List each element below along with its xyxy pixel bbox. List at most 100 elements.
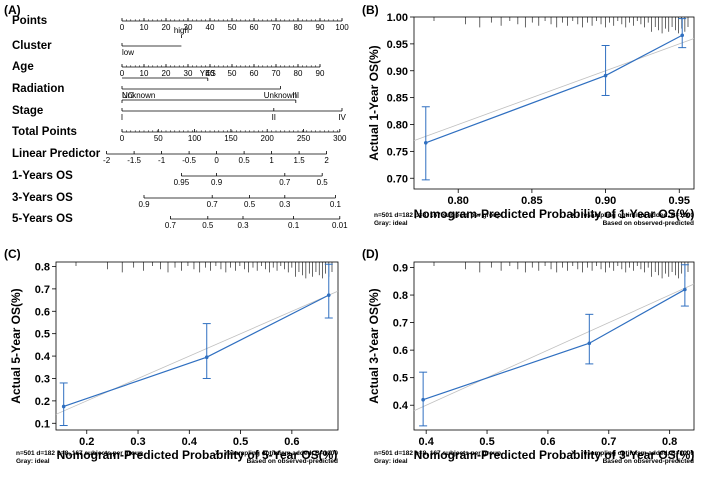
y-tick-label: 0.5 [35, 329, 50, 341]
x-tick-label: 0.85 [521, 195, 542, 207]
nomogram-tick-label-1-years-os: 0.7 [279, 178, 291, 187]
nomogram-label-radiation: Radiation [12, 83, 64, 95]
nomogram-tick-label-linear-predictor: -1 [158, 156, 166, 165]
nomogram-tick-label-age: 70 [272, 69, 281, 78]
y-axis-title: Actual 5-Year OS(%) [9, 288, 23, 403]
y-tick-label: 0.4 [35, 351, 51, 363]
data-point [204, 355, 209, 360]
note-sample-info: n=501 d=182 p=8, 167 subjects per group [374, 450, 501, 457]
nomogram-tick-label-points: 10 [140, 23, 149, 32]
y-tick-label: 0.75 [387, 146, 408, 158]
nomogram-label-3-years-os: 3-Years OS [12, 192, 73, 204]
nomogram-label-stage: Stage [12, 105, 43, 117]
note-sample-info: n=501 d=182 p=8, 167 subjects per group [16, 450, 143, 457]
y-axis-title: Actual 3-Year OS(%) [367, 288, 381, 403]
y-tick-label: 0.80 [387, 120, 408, 132]
x-tick-label: 0.3 [130, 436, 145, 448]
x-tick-label: 0.90 [595, 195, 616, 207]
x-axis-title: Nomogram-Predicted Probability of 1-Year… [414, 207, 695, 221]
nomogram-tick-label-linear-predictor: 1 [269, 156, 274, 165]
nomogram-tick-label-total-points: 0 [120, 134, 125, 143]
calibration-plot-5-year: 0.2 0.3 0.4 0.5 0.6 0.1 0.2 0.3 0.4 0.5 0.6 0.7 0.8 N… [9, 261, 339, 465]
calibration-plot-1-year: 0.80 0.85 0.90 0.95 0.70 0.75 0.80 0.85 0.90 0.95… [367, 12, 695, 227]
y-tick-label: 0.95 [387, 39, 408, 51]
nomogram-tick-label-linear-predictor: -1.5 [127, 156, 141, 165]
y-tick-label: 0.70 [387, 173, 408, 185]
data-point [683, 287, 687, 292]
nomogram-tick-label-total-points: 50 [154, 134, 163, 143]
nomogram-tick-label-points: 40 [206, 23, 215, 32]
nomogram-tick-label-cluster: low [122, 48, 134, 57]
y-axis-title: Actual 1-Year OS(%) [367, 45, 381, 160]
nomogram-tick-label-1-years-os: 0.5 [317, 178, 329, 187]
y-tick-label: 0.5 [393, 373, 408, 385]
plot-frame [413, 261, 695, 431]
nomogram-tick-label-stage: III [292, 91, 299, 100]
nomogram-label-age: Age [12, 61, 34, 73]
nomogram-tick-label-3-years-os: 0.7 [207, 200, 219, 209]
calibration-plot-3-year: 0.4 0.5 0.6 0.7 0.8 0.4 0.5 0.6 0.7 0.8 0.9 Nomogra… [367, 261, 695, 465]
y-tick-label: 0.9 [393, 263, 408, 275]
data-point [587, 341, 592, 346]
y-tick-label: 0.1 [35, 418, 50, 430]
y-tick-label: 0.85 [387, 93, 408, 105]
nomogram-tick-label-total-points: 200 [261, 134, 275, 143]
x-tick-label: 0.4 [419, 436, 435, 448]
nomogram-tick-label-points: 90 [316, 23, 325, 32]
nomogram-tick-label-linear-predictor: -2 [103, 156, 111, 165]
y-tick-label: 0.8 [35, 261, 50, 273]
y-tick-label: 0.7 [393, 318, 408, 330]
nomogram-tick-label-linear-predictor: -0.5 [182, 156, 196, 165]
nomogram-tick-label-5-years-os: 0.01 [332, 221, 348, 230]
nomogram-tick-label-points: 20 [162, 23, 171, 32]
nomogram-tick-label-radiation: NO [122, 91, 134, 100]
nomogram-label-cluster: Cluster [12, 40, 52, 52]
nomogram-tick-label-age: 10 [140, 69, 149, 78]
nomogram-tick-label-age: 80 [294, 69, 303, 78]
nomogram-tick-label-radiation: YES [200, 69, 216, 78]
nomogram-tick-label-3-years-os: 0.3 [279, 200, 291, 209]
nomogram-tick-label-stage: II [272, 113, 276, 122]
note-ideal-legend: Gray: ideal [374, 458, 408, 465]
ideal-line [55, 290, 339, 415]
nomogram-tick-label-age: 30 [184, 69, 193, 78]
nomogram-tick-label-age: 20 [162, 69, 171, 78]
x-tick-label: 0.6 [540, 436, 555, 448]
note-resampling: X - resampling optimism added, B=1000 [571, 450, 694, 457]
calibration-line [425, 34, 683, 144]
nomogram-tick-label-stage: Unknown [122, 91, 155, 100]
nomogram-tick-label-cluster: high [174, 26, 189, 35]
nomogram-tick-label-linear-predictor: 0.5 [239, 156, 251, 165]
ideal-line [413, 283, 695, 412]
nomogram-tick-label-points: 30 [184, 23, 193, 32]
note-resampling: X - resampling optimism added, B=1000 [215, 450, 338, 457]
nomogram-tick-label-5-years-os: 0.5 [202, 221, 214, 230]
data-point [603, 73, 608, 78]
data-point [421, 397, 425, 402]
y-tick-label: 0.2 [35, 396, 50, 408]
data-point [61, 404, 66, 409]
nomogram-tick-label-linear-predictor: 2 [324, 156, 329, 165]
y-tick-label: 0.4 [393, 400, 409, 412]
nomogram-tick-label-points: 70 [272, 23, 281, 32]
plot-frame [413, 16, 695, 190]
nomogram-tick-label-5-years-os: 0.1 [288, 221, 300, 230]
y-tick-label: 0.6 [35, 306, 50, 318]
plot-frame [55, 261, 339, 431]
x-tick-label: 0.95 [669, 195, 690, 207]
nomogram-tick-label-age: 0 [120, 69, 125, 78]
x-tick-label: 0.4 [182, 436, 198, 448]
nomogram-tick-label-stage: IV [338, 113, 346, 122]
nomogram-tick-label-points: 60 [250, 23, 259, 32]
data-point [423, 140, 428, 145]
y-tick-label: 1.00 [387, 12, 408, 24]
y-tick-label: 0.6 [393, 345, 408, 357]
nomogram-tick-label-linear-predictor: 1.5 [294, 156, 306, 165]
nomogram-tick-label-1-years-os: 0.95 [174, 178, 190, 187]
nomogram-tick-label-age: 60 [250, 69, 259, 78]
panel-label-c: (C) [4, 247, 21, 261]
panel-label-a: (A) [4, 3, 21, 17]
nomogram-tick-label-age: 40 [206, 69, 215, 78]
